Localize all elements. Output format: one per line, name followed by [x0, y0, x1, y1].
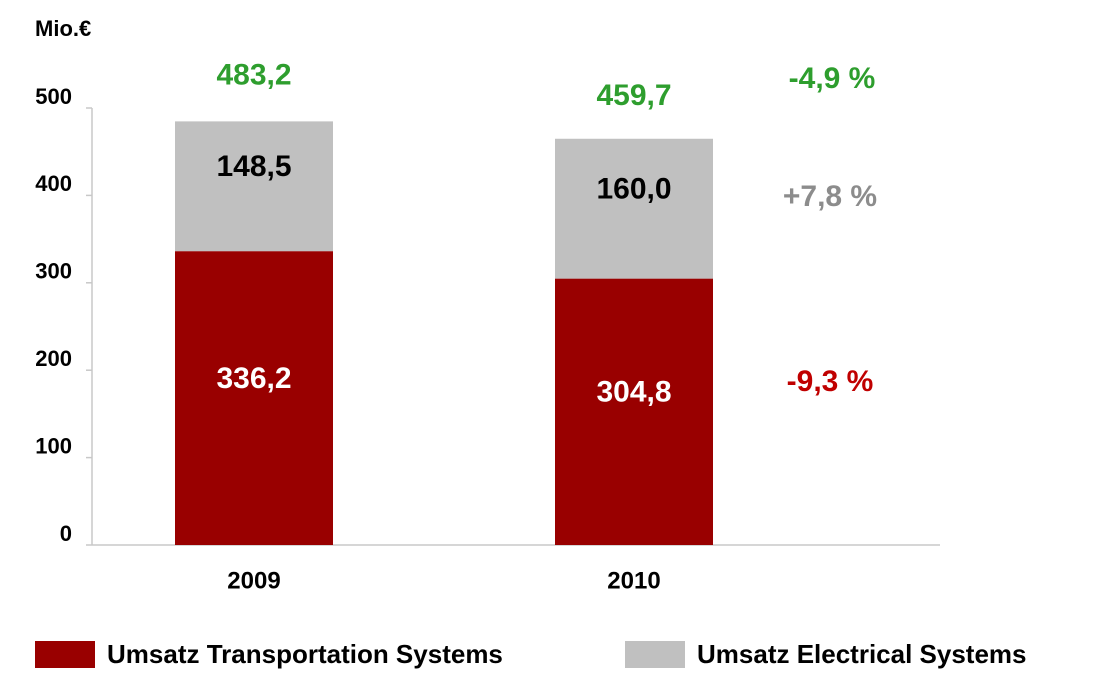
legend-swatch	[625, 641, 685, 668]
change-label: -4,9 %	[789, 62, 876, 95]
total-label: 483,2	[216, 59, 291, 92]
bar-segment	[555, 278, 713, 545]
y-tick-label: 500	[35, 84, 72, 109]
y-tick-label: 0	[60, 521, 72, 546]
total-label: 459,7	[596, 79, 671, 112]
change-label: +7,8 %	[783, 180, 877, 213]
y-axis-label: Mio.€	[35, 16, 91, 41]
bar-segment	[175, 121, 333, 252]
value-label: 160,0	[596, 173, 671, 206]
x-tick-label: 2010	[607, 567, 660, 594]
bar-segment	[175, 251, 333, 545]
value-label: 336,2	[216, 362, 291, 395]
bar-segment	[555, 138, 713, 279]
y-tick-label: 400	[35, 171, 72, 196]
y-tick-label: 300	[35, 259, 72, 284]
legend-label: Umsatz Electrical Systems	[697, 639, 1027, 669]
legend-swatch	[35, 641, 95, 668]
change-label: -9,3 %	[787, 365, 874, 398]
value-label: 304,8	[596, 376, 671, 409]
x-tick-label: 2009	[227, 567, 280, 594]
y-tick-label: 200	[35, 346, 72, 371]
value-label: 148,5	[216, 150, 291, 183]
legend-label: Umsatz Transportation Systems	[107, 639, 503, 669]
y-tick-label: 100	[35, 433, 72, 458]
